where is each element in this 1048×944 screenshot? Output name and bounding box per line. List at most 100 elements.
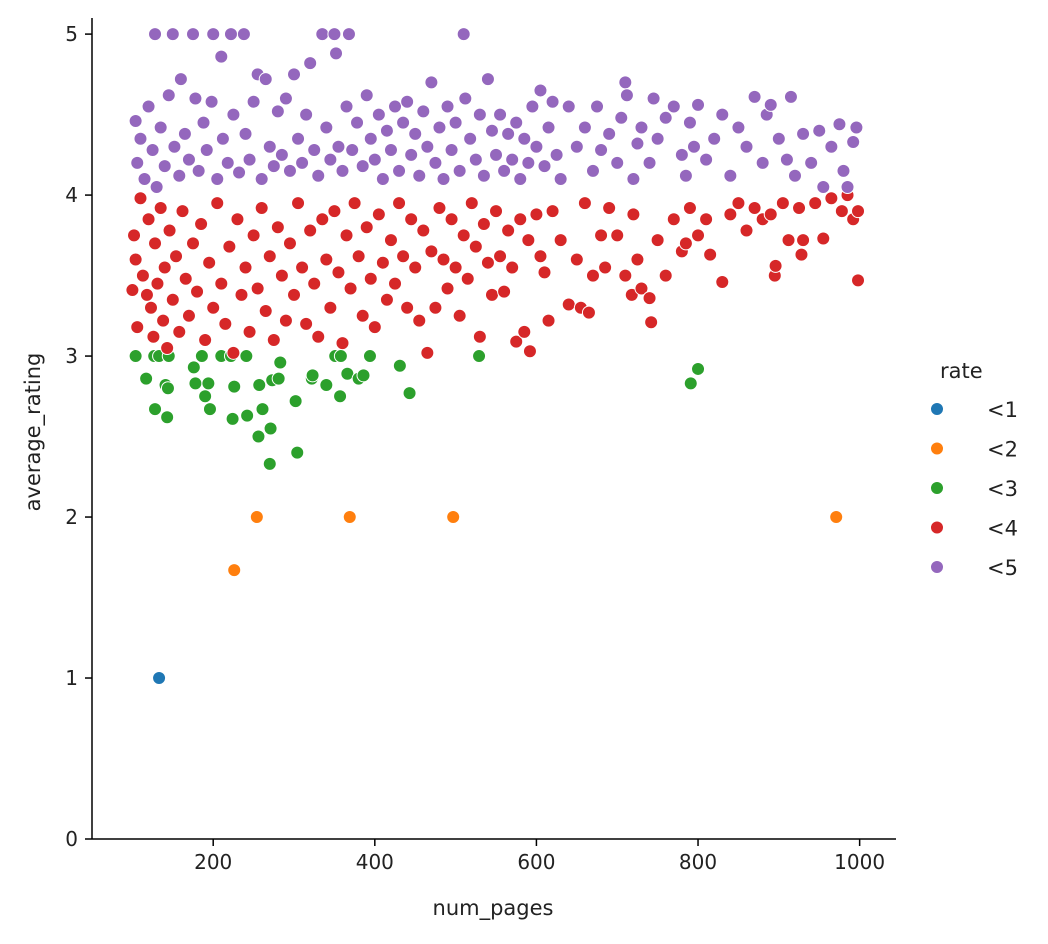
x-tick-label: 600 — [517, 850, 555, 874]
data-point — [359, 88, 374, 103]
data-point — [452, 163, 467, 178]
legend-marker — [930, 481, 944, 495]
legend-label: <2 — [987, 438, 1018, 462]
data-point — [715, 275, 730, 290]
data-point — [331, 139, 346, 154]
data-point — [271, 371, 286, 386]
data-point — [602, 200, 617, 215]
y-axis-title: average_rating — [21, 353, 46, 512]
data-point — [497, 163, 512, 178]
data-point — [553, 171, 568, 186]
data-point — [130, 155, 145, 170]
data-point — [148, 27, 163, 42]
data-point — [816, 231, 831, 246]
data-point — [367, 320, 382, 335]
data-point — [446, 510, 461, 525]
data-point — [444, 212, 459, 227]
data-point — [703, 247, 718, 262]
data-point — [396, 249, 411, 264]
data-point — [674, 147, 689, 162]
legend-label: <5 — [987, 556, 1018, 580]
data-point — [173, 72, 188, 87]
data-point — [232, 165, 247, 180]
data-point — [246, 228, 261, 243]
data-point — [432, 200, 447, 215]
data-point — [199, 143, 214, 157]
data-point — [125, 283, 140, 298]
data-point — [371, 107, 386, 122]
y-tick-label: 2 — [65, 505, 78, 529]
data-point — [148, 402, 163, 417]
y-tick-label: 4 — [65, 183, 78, 207]
data-point — [379, 292, 394, 307]
data-point — [723, 168, 738, 183]
y-tick-label: 0 — [65, 827, 78, 851]
data-point — [139, 287, 154, 302]
data-point — [458, 91, 473, 106]
data-point — [339, 228, 354, 243]
data-point — [509, 115, 524, 130]
data-point — [646, 91, 661, 106]
data-point — [553, 233, 568, 248]
x-tick-label: 800 — [679, 850, 717, 874]
data-point — [808, 196, 823, 211]
data-point — [133, 131, 148, 146]
data-point — [139, 371, 154, 386]
y-tick-label: 3 — [65, 344, 78, 368]
data-point — [525, 99, 540, 114]
data-point — [226, 345, 241, 360]
data-point — [181, 308, 196, 323]
data-point — [521, 155, 536, 170]
data-point — [561, 297, 576, 312]
data-point — [251, 429, 266, 444]
data-point — [148, 236, 163, 251]
data-point — [634, 120, 649, 135]
data-point — [549, 147, 564, 162]
data-point — [156, 313, 171, 328]
data-point — [824, 191, 839, 206]
data-point — [215, 131, 230, 146]
data-point — [658, 268, 673, 283]
data-point — [448, 260, 463, 275]
data-point — [363, 131, 378, 146]
data-point — [533, 249, 548, 264]
data-point — [666, 212, 681, 227]
data-point — [731, 196, 746, 211]
data-point — [355, 308, 370, 323]
data-point — [350, 115, 365, 130]
data-point — [206, 27, 221, 42]
data-point — [590, 99, 605, 114]
data-point — [440, 99, 455, 114]
data-point — [262, 456, 277, 471]
data-point — [128, 349, 143, 364]
data-point — [505, 260, 520, 275]
data-point — [440, 281, 455, 296]
data-point — [162, 223, 177, 238]
data-point — [404, 147, 419, 162]
data-point — [342, 510, 357, 525]
data-point — [230, 212, 245, 227]
data-point — [463, 131, 478, 146]
data-point — [315, 27, 330, 42]
data-point — [367, 152, 382, 167]
data-point — [258, 303, 273, 318]
legend-marker — [930, 560, 944, 574]
data-point — [468, 152, 483, 167]
legend-title: rate — [940, 359, 983, 383]
data-point — [614, 110, 629, 125]
data-point — [626, 207, 641, 222]
data-point — [658, 110, 673, 125]
x-axis-title: num_pages — [433, 896, 554, 921]
data-point — [537, 159, 552, 174]
data-point — [501, 223, 516, 238]
data-point — [610, 155, 625, 170]
data-point — [165, 27, 180, 42]
data-point — [747, 200, 762, 215]
data-point — [829, 510, 844, 525]
data-point — [331, 265, 346, 280]
data-point — [683, 376, 698, 391]
data-point — [775, 196, 790, 211]
data-point — [172, 324, 187, 339]
data-point — [266, 332, 281, 347]
